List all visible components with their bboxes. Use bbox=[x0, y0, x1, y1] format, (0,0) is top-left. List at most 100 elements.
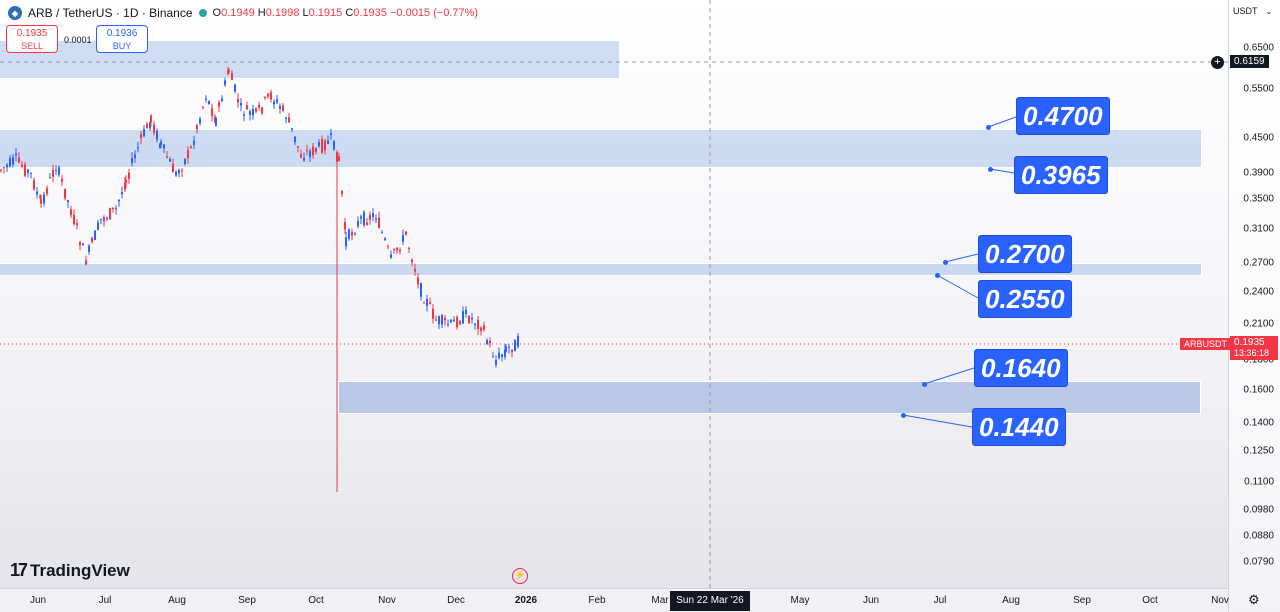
candle-body bbox=[462, 311, 464, 324]
candle-body bbox=[193, 140, 195, 145]
time-tick: Feb bbox=[588, 595, 606, 606]
candle-body bbox=[134, 154, 136, 159]
candle-body bbox=[24, 164, 26, 176]
level-callout-0470[interactable]: 0.4700 bbox=[1016, 97, 1110, 135]
candle-body bbox=[276, 99, 278, 103]
candle-body bbox=[393, 248, 395, 251]
event-lightning-icon[interactable]: ⚡ bbox=[512, 568, 528, 584]
candle-body bbox=[70, 209, 72, 216]
candle-body bbox=[64, 188, 66, 199]
candle-body bbox=[234, 84, 236, 92]
candle-body bbox=[118, 199, 120, 202]
candle-body bbox=[456, 317, 458, 328]
candle-body bbox=[300, 154, 302, 158]
symbol-title[interactable]: ARB / TetherUS · 1D · Binance bbox=[28, 6, 193, 20]
candle-body bbox=[514, 339, 516, 352]
candle-body bbox=[125, 179, 127, 183]
candle-body bbox=[149, 122, 151, 129]
sell-button[interactable]: 0.1935 SELL bbox=[6, 25, 58, 53]
candle-body bbox=[279, 106, 281, 109]
price-tick: 0.3100 bbox=[1243, 223, 1274, 235]
time-tick: 2026 bbox=[514, 595, 538, 606]
candle-body bbox=[477, 319, 479, 330]
candle-body bbox=[58, 167, 60, 175]
candle-body bbox=[357, 221, 359, 227]
candle-body bbox=[91, 237, 93, 242]
settings-gear-icon[interactable]: ⚙ bbox=[1248, 592, 1260, 607]
candle-body bbox=[43, 194, 45, 204]
level-callout-0396[interactable]: 0.3965 bbox=[1014, 156, 1108, 194]
candle-body bbox=[486, 339, 488, 345]
symbol-badge: ARBUSDT bbox=[1180, 338, 1232, 350]
candle-body bbox=[324, 140, 326, 151]
callout-anchor bbox=[922, 382, 927, 387]
crosshair-date-badge: Sun 22 Mar '26 bbox=[670, 591, 750, 611]
candle-body bbox=[240, 103, 242, 106]
candle-body bbox=[175, 171, 177, 176]
time-tick: Oct bbox=[308, 595, 324, 606]
candle-body bbox=[372, 213, 374, 217]
candle-body bbox=[318, 142, 320, 147]
candle-body bbox=[258, 104, 260, 108]
candle-body bbox=[327, 140, 329, 144]
candle-body bbox=[146, 123, 148, 129]
candle-body bbox=[243, 114, 245, 116]
candle-body bbox=[159, 143, 161, 149]
candle-body bbox=[508, 346, 510, 348]
candle-body bbox=[432, 308, 434, 319]
candle-body bbox=[384, 238, 386, 241]
level-callout-0164[interactable]: 0.1640 bbox=[974, 349, 1068, 387]
candle-body bbox=[112, 207, 114, 210]
time-tick: Jul bbox=[98, 595, 112, 606]
candle-body bbox=[351, 232, 353, 236]
level-callout-0255[interactable]: 0.2550 bbox=[978, 280, 1072, 318]
time-tick: Nov bbox=[1211, 595, 1229, 606]
callout-anchor bbox=[943, 260, 948, 265]
callout-anchor bbox=[986, 125, 991, 130]
candle-body bbox=[471, 317, 473, 320]
candle-body bbox=[267, 93, 269, 97]
chart-area[interactable]: ◆ ARB / TetherUS · 1D · Binance O0.1949 … bbox=[0, 0, 1228, 588]
crosshair-price-badge: 0.6159 bbox=[1230, 55, 1269, 68]
currency-selector[interactable]: USDT ⌄ bbox=[1233, 6, 1273, 16]
candle-body bbox=[285, 117, 287, 119]
time-tick: Nov bbox=[378, 595, 396, 606]
candle-body bbox=[420, 283, 422, 297]
market-status-icon[interactable] bbox=[198, 9, 207, 17]
candle-body bbox=[187, 149, 189, 159]
crosshair-plus-icon[interactable]: + bbox=[1211, 56, 1224, 69]
candle-body bbox=[205, 98, 207, 100]
candle-body bbox=[150, 115, 152, 123]
candle-body bbox=[131, 158, 133, 164]
level-callout-0144[interactable]: 0.1440 bbox=[972, 408, 1066, 446]
price-axis[interactable]: USDT ⌄ 0.6500 0.5500 0.4500 0.3900 0.3500 0.3… bbox=[1228, 0, 1280, 612]
candle-body bbox=[15, 153, 17, 156]
candle-body bbox=[196, 124, 198, 130]
candle-body bbox=[184, 158, 186, 165]
price-tick: 0.1250 bbox=[1243, 445, 1274, 457]
candle-body bbox=[444, 317, 446, 321]
candle-body bbox=[36, 191, 38, 195]
candle-body bbox=[208, 100, 210, 105]
candle-body bbox=[387, 246, 389, 248]
candle-body bbox=[163, 144, 165, 149]
time-axis[interactable]: Jun Jul Aug Sep Oct Nov Dec 2026 Feb Mar May Jun Jul… bbox=[0, 588, 1229, 612]
candle-body bbox=[363, 212, 365, 226]
candle-body bbox=[211, 108, 213, 116]
candle-body bbox=[202, 106, 204, 108]
time-tick: Aug bbox=[1002, 595, 1020, 606]
candle-body bbox=[450, 319, 452, 323]
candle-body bbox=[169, 159, 171, 162]
candle-body bbox=[273, 101, 275, 105]
candle-body bbox=[124, 182, 126, 190]
candle-body bbox=[121, 191, 123, 195]
candle-body bbox=[402, 235, 404, 242]
level-callout-0270[interactable]: 0.2700 bbox=[978, 235, 1072, 273]
buy-button[interactable]: 0.1936 BUY bbox=[96, 25, 148, 53]
candle-body bbox=[228, 71, 230, 73]
candle-body bbox=[282, 105, 284, 111]
time-tick: Sep bbox=[1073, 595, 1091, 606]
candle-body bbox=[252, 109, 254, 116]
tradingview-logo[interactable]: 17 TradingView bbox=[10, 560, 130, 580]
candle-body bbox=[498, 352, 500, 358]
